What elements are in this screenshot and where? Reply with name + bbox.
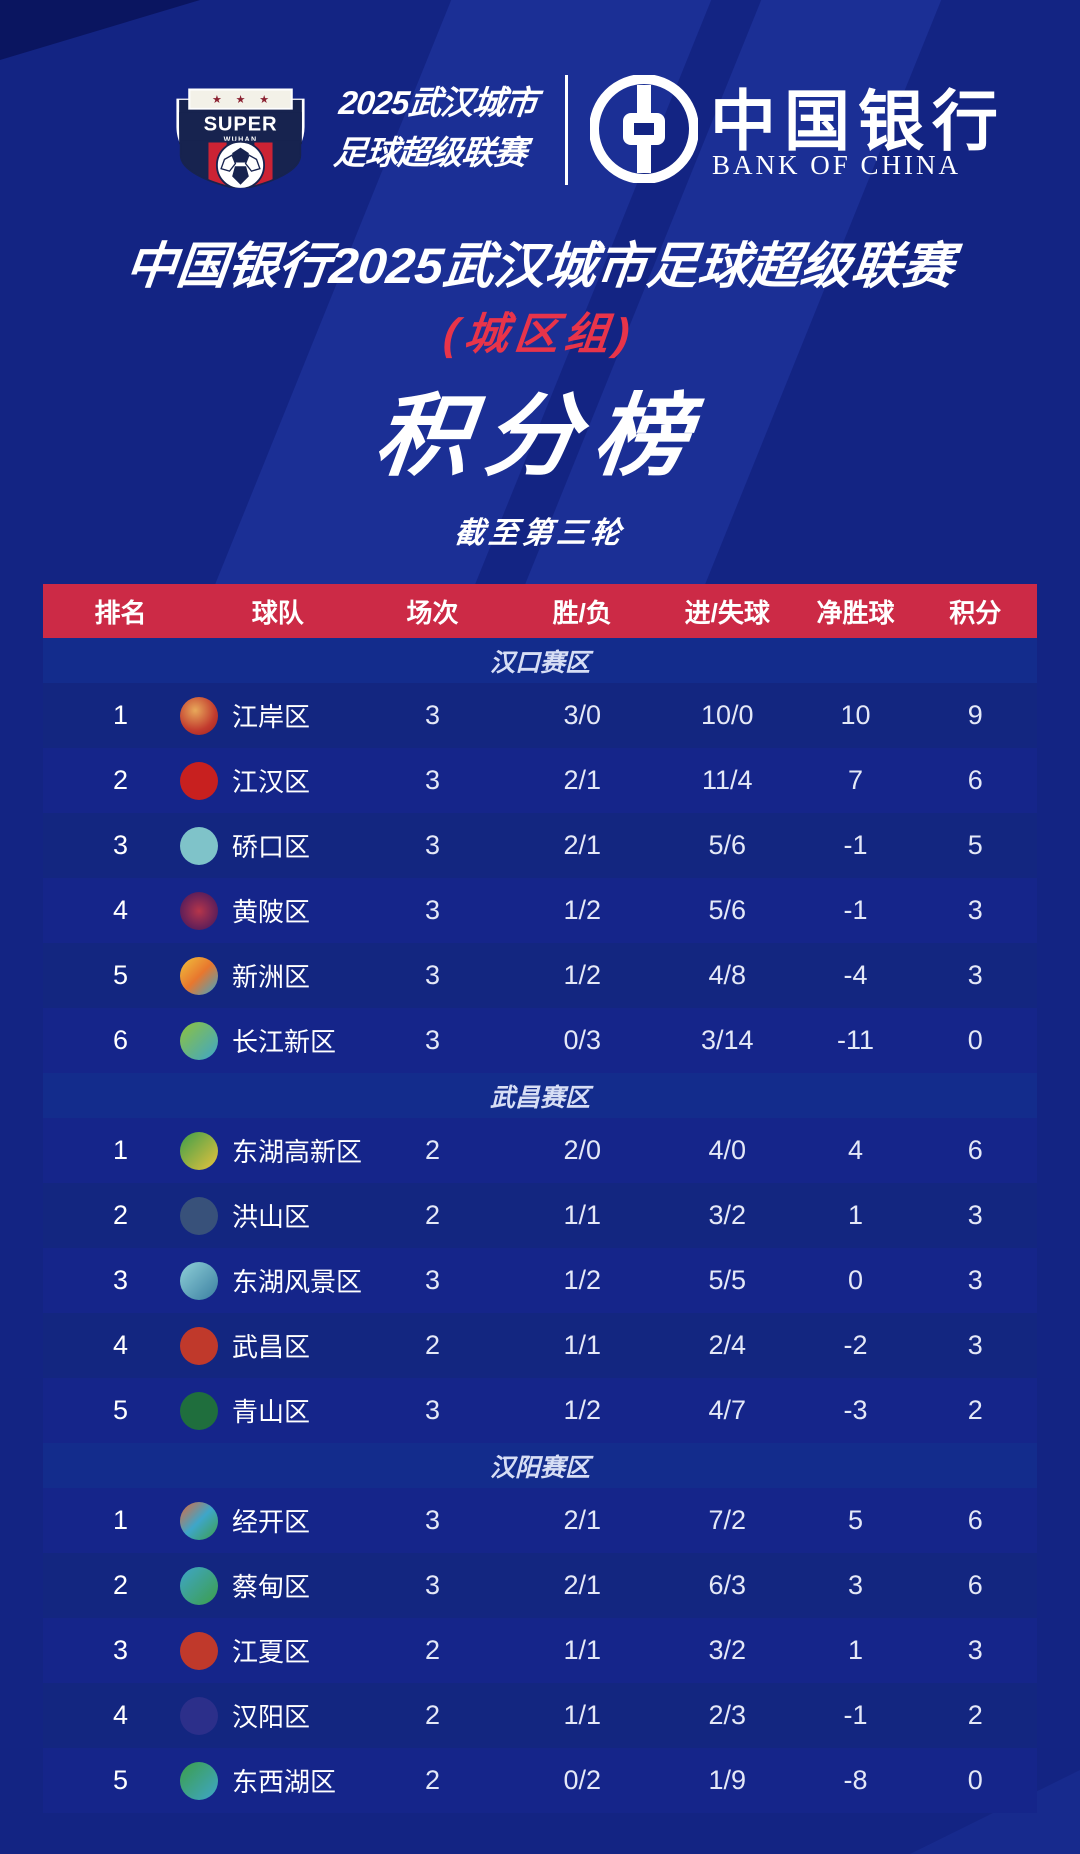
svg-text:★: ★ [259,94,269,106]
svg-text:★: ★ [236,94,246,106]
svg-text:SUPER: SUPER [204,114,278,136]
svg-text:★: ★ [212,94,222,106]
